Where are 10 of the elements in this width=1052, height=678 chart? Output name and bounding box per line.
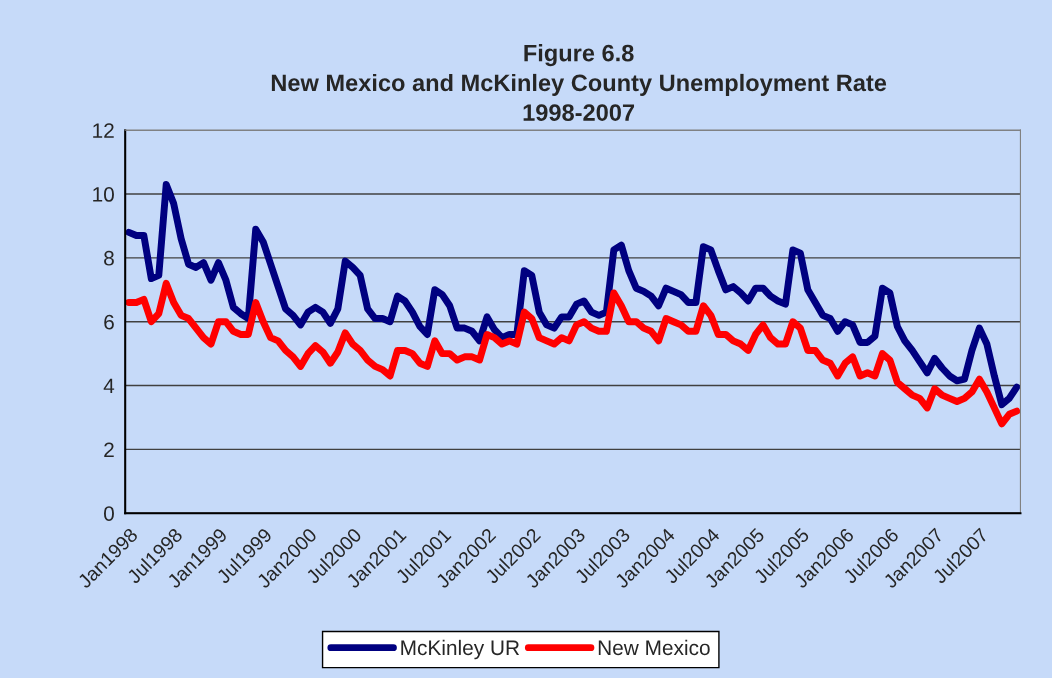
legend-label: New Mexico [598,639,710,656]
y-tick-label: 12 [93,123,114,138]
y-tick-label: 10 [93,187,114,202]
y-tick-label: 0 [104,506,114,521]
y-tick-label: 4 [103,378,115,394]
legend-label: McKinley UR [401,639,520,660]
chart-title: Figure 6.8 New Mexico and McKinley County Unemployment Rate 1998-2007 [271,44,887,121]
y-tick-label: 8 [104,250,114,266]
y-tick-label: 6 [104,314,114,330]
y-tick-label: 2 [104,442,114,457]
